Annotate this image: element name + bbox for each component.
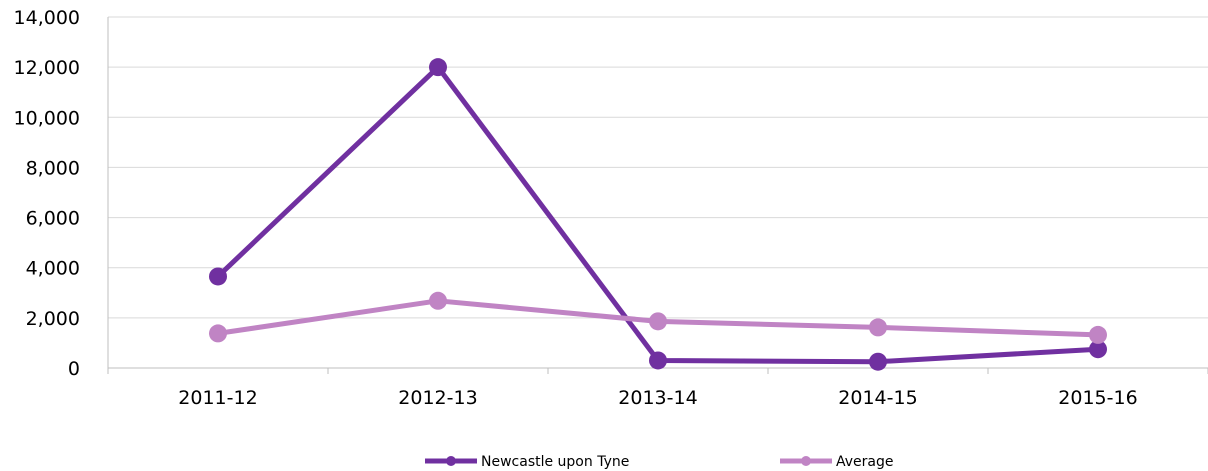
data-point (869, 318, 887, 337)
data-point (649, 351, 667, 370)
series-newcastle-upon-tyne (209, 58, 1107, 371)
y-tick-labels: 0 2,000 4,000 6,000 8,000 10,000 12,000 14,000 (14, 7, 80, 380)
y-tick-label: 10,000 (14, 107, 80, 129)
y-tick-label: 12,000 (14, 57, 80, 79)
series (209, 58, 1107, 371)
y-tick-label: 6,000 (26, 208, 80, 230)
data-point (1089, 340, 1107, 359)
y-tick-label: 14,000 (14, 7, 80, 29)
x-tick-label: 2014-15 (838, 387, 917, 409)
series-average (209, 291, 1107, 344)
legend-item: Average (780, 454, 894, 470)
y-tick-label: 4,000 (26, 258, 80, 280)
x-tick-label: 2012-13 (398, 387, 477, 409)
legend-swatch-marker (446, 456, 456, 466)
legend: Newcastle upon Tyne Average (425, 454, 894, 470)
legend-item: Newcastle upon Tyne (425, 454, 629, 470)
data-point (429, 291, 447, 310)
y-tick-label: 8,000 (26, 157, 80, 179)
data-point (429, 58, 447, 77)
data-point (869, 352, 887, 371)
x-tick-label: 2015-16 (1058, 387, 1137, 409)
x-tick-label: 2011-12 (178, 387, 257, 409)
data-point (209, 324, 227, 343)
data-point (649, 312, 667, 331)
data-point (209, 267, 227, 286)
x-tick-labels: 2011-12 2012-13 2013-14 2014-15 2015-16 (178, 387, 1137, 409)
y-tick-label: 0 (68, 358, 80, 380)
y-tick-label: 2,000 (26, 308, 80, 330)
data-point (1089, 325, 1107, 344)
gridlines (108, 16, 1208, 319)
legend-label: Average (836, 454, 894, 470)
legend-swatch-marker (801, 456, 811, 466)
legend-label: Newcastle upon Tyne (481, 454, 629, 470)
x-tick-label: 2013-14 (618, 387, 697, 409)
